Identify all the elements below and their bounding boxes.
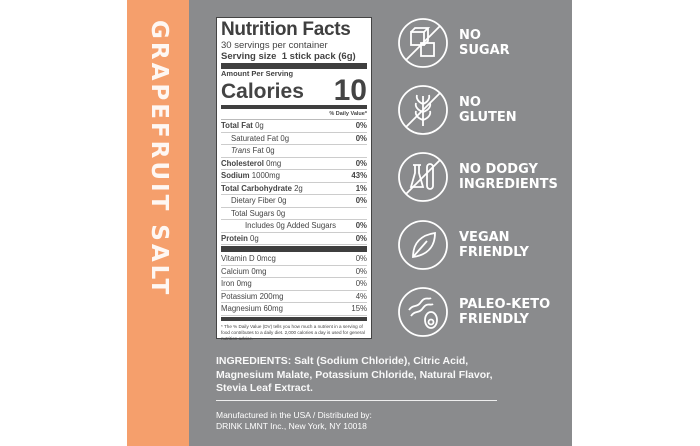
vitamin-dv: 0% (355, 279, 367, 288)
claim-text: VEGAN FRIENDLY (459, 230, 529, 260)
nutrient-dv: 43% (351, 171, 367, 180)
nutrient-row: Sodium 1000mg 43% (221, 170, 367, 183)
nutrient-name: Total Carbohydrate 2g (221, 183, 303, 193)
ingredients-text: Salt (Sodium Chloride), Citric Acid, Mag… (216, 355, 493, 394)
paleo-keto-icon (398, 287, 448, 337)
vitamin-row: Calcium 0mg 0% (221, 266, 367, 278)
no-gluten-icon (398, 85, 448, 135)
ingredients: INGREDIENTS: Salt (Sodium Chloride), Cit… (216, 355, 516, 396)
calories-row: Calories 10 (221, 74, 367, 107)
manufacturer-line2: DRINK LMNT Inc., New York, NY 10018 (216, 420, 367, 431)
nutrient-name: Cholesterol 0mg (221, 158, 282, 168)
manufacturer-info: Manufactured in the USA / Distributed by… (216, 410, 372, 431)
nutrient-dv: 0% (355, 221, 367, 230)
claim-ingredients-2: NO DODGY INGREDIENTS (397, 151, 558, 203)
nutrient-dv: 0% (355, 196, 367, 205)
nutrient-name: Total Fat 0g (221, 121, 264, 130)
divider (221, 105, 367, 109)
ingredients-label: INGREDIENTS: (216, 355, 292, 367)
vitamin-dv: 15% (351, 304, 367, 313)
nutrient-name: Dietary Fiber 0g (231, 196, 287, 205)
no-sugar-icon (398, 18, 448, 68)
calories-label: Calories (221, 80, 304, 103)
claim-text: NO GLUTEN (459, 95, 517, 125)
divider (221, 316, 367, 321)
claim-friendly-4: PALEO-KETO FRIENDLY (397, 286, 550, 338)
manufacturer-line1: Manufactured in the USA / Distributed by… (216, 410, 372, 420)
nutrient-name: Sodium 1000mg (221, 171, 280, 180)
amount-per-serving: Amount Per Serving (221, 69, 294, 78)
vitamin-row: Iron 0mg 0% (221, 278, 367, 291)
vitamin-name: Potassium 200mg (221, 291, 284, 301)
vitamin-row: Magnesium 60mg 15% (221, 303, 367, 316)
nutrient-row: Cholesterol 0mg 0% (221, 158, 367, 170)
nutrient-name: Protein 0g (221, 233, 259, 243)
vitamin-row: Vitamin D 0mcg 0% (221, 253, 367, 266)
claim-friendly-3: VEGAN FRIENDLY (397, 219, 529, 271)
servings-per-container: 30 servings per container (221, 40, 328, 51)
claim-text: NO SUGAR (459, 28, 510, 58)
nutrient-name: Total Sugars 0g (231, 208, 286, 218)
nutrient-dv: 0% (355, 158, 367, 168)
nutrient-row: Total Carbohydrate 2g 1% (221, 183, 367, 195)
vitamin-name: Vitamin D 0mcg (221, 254, 276, 263)
nutrient-dv: 0% (355, 233, 367, 243)
serving-size-label: Serving size (221, 51, 277, 62)
vitamin-name: Magnesium 60mg (221, 304, 283, 313)
vitamin-dv: 4% (355, 291, 367, 301)
claim-text: NO DODGY INGREDIENTS (459, 162, 558, 192)
flavor-name: GRAPEFRUIT SALT (146, 20, 172, 298)
calories-value: 10 (333, 74, 367, 107)
nutrient-row: Dietary Fiber 0g 0% (221, 195, 367, 208)
vitamin-row: Potassium 200mg 4% (221, 291, 367, 303)
vitamin-name: Calcium 0mg (221, 266, 267, 276)
no-dodgy-ingredients-icon (398, 152, 448, 202)
nutrient-row: Includes 0g Added Sugars 0% (221, 220, 367, 233)
vitamin-dv: 0% (355, 254, 367, 263)
divider (221, 246, 367, 252)
claim-sugar-0: NO SUGAR (397, 17, 510, 69)
claim-text: PALEO-KETO FRIENDLY (459, 297, 551, 327)
serving-size-value: 1 stick pack (6g) (281, 51, 356, 62)
nutrient-name: Saturated Fat 0g (231, 133, 290, 143)
nutrition-facts-label: Nutrition Facts 30 servings per containe… (216, 17, 372, 341)
flavor-strip (127, 0, 189, 446)
nutrient-name: Includes 0g Added Sugars (245, 221, 337, 230)
footnote: * The % Daily Value (DV) tells you how m… (221, 323, 365, 341)
nutrient-dv: 0% (355, 121, 367, 130)
divider (221, 63, 367, 69)
nutrient-row: Trans Fat 0g (221, 145, 367, 158)
nutrient-dv: 0% (355, 133, 367, 143)
divider (216, 400, 497, 401)
nutrient-row: Total Sugars 0g (221, 208, 367, 220)
vitamin-dv: 0% (355, 266, 367, 276)
claim-gluten-1: NO GLUTEN (397, 84, 517, 136)
vitamin-name: Iron 0mg (221, 279, 252, 288)
daily-value-header: % Daily Value* (221, 110, 367, 120)
nutrient-dv: 1% (355, 183, 367, 193)
nutrient-row: Total Fat 0g 0% (221, 120, 367, 133)
serving-size: Serving size 1 stick pack (6g) (221, 51, 367, 62)
nutrient-row: Saturated Fat 0g 0% (221, 133, 367, 145)
vegan-leaf-icon (398, 220, 448, 270)
nutrient-row: Protein 0g 0% (221, 233, 367, 245)
nutrition-title: Nutrition Facts (221, 19, 351, 40)
nutrient-name: Trans Fat 0g (231, 146, 275, 155)
